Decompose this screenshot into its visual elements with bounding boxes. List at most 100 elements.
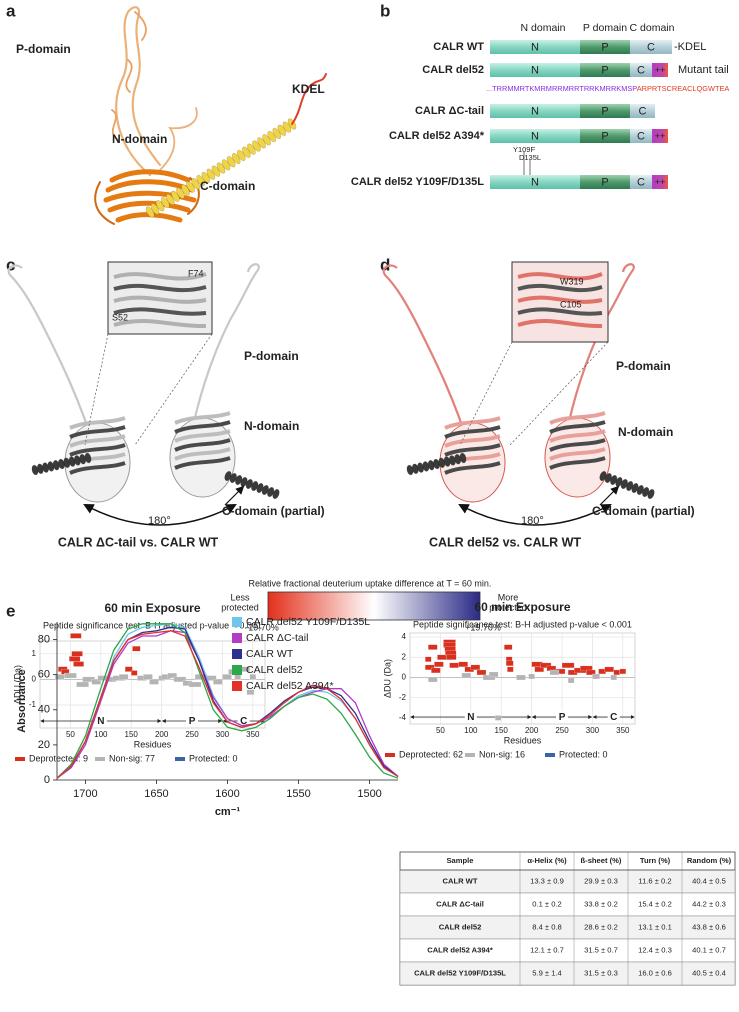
construct-end: -KDEL [674, 41, 706, 53]
beta-strand [174, 411, 231, 425]
inset-strand [113, 295, 207, 304]
inset-strand [517, 295, 603, 304]
helix-turn [459, 452, 467, 464]
beta-strand [549, 411, 606, 425]
legend-label: Deprotected: 9 [29, 753, 88, 763]
beta-strand [549, 438, 606, 452]
loop [382, 264, 472, 451]
peptide-bar [222, 674, 232, 680]
y-tick-label: 0 [402, 673, 407, 682]
rotation-label: 180° [148, 515, 171, 527]
beta-strand [444, 425, 501, 439]
panel-letter: d [380, 255, 390, 274]
peptide-bar [124, 666, 133, 672]
beta-strand [444, 443, 501, 457]
peptide-bar [504, 644, 513, 650]
residue-label: C105 [560, 299, 582, 309]
domain-label: P-domain [16, 42, 71, 56]
table-cell: CALR del52 A394* [427, 946, 493, 955]
peptide-bar [507, 666, 514, 673]
construct-segment [580, 40, 630, 54]
peptide-bar [70, 633, 82, 639]
segment-label: ++ [655, 177, 666, 187]
pointer-arrow [599, 485, 620, 506]
table-cell: 28.6 ± 0.2 [584, 923, 618, 932]
peptide-bar [234, 674, 241, 680]
peptide-bar [71, 651, 83, 657]
tail-sequence-part: ...TRRMMRTKMRMRRMRRTRRKMRRKMSP [486, 84, 637, 93]
y-tick-label: 0 [44, 774, 50, 786]
segment-label: ++ [655, 65, 666, 75]
construct-segment [490, 40, 580, 54]
table-header: ß-sheet (%) [581, 856, 622, 865]
table-cell: 13.1 ± 0.1 [638, 923, 672, 932]
zoom-line [134, 333, 213, 446]
x-tick-label: 50 [66, 730, 75, 739]
peptide-bar [246, 689, 255, 695]
x-axis-label: Residues [134, 739, 172, 749]
peptide-bar [55, 674, 65, 680]
beta-strand [549, 447, 606, 461]
peptide-bar [619, 668, 627, 675]
domain-label: C [610, 712, 617, 723]
construct-segment [490, 175, 580, 189]
segment-label: P [601, 105, 608, 117]
x-tick-label: 350 [246, 730, 260, 739]
segment-label: C [647, 41, 655, 53]
helix-turn [84, 452, 92, 464]
chart-title: 60 min Exposure [474, 600, 570, 614]
beta-strand [69, 434, 126, 448]
construct-segment [630, 40, 672, 54]
domain-label: KDEL [292, 82, 325, 96]
peptide-bar [428, 644, 438, 650]
peptide-bar [132, 645, 141, 652]
construct-segment [580, 129, 630, 143]
residue-label: W319 [560, 276, 584, 286]
peptide-bar [167, 672, 178, 679]
peptide-bar [446, 654, 457, 660]
domain-label: P-domain [616, 359, 671, 373]
peptide-bar [68, 656, 81, 662]
colorbar [267, 591, 481, 621]
construct-segment [630, 175, 652, 189]
peptide-bar [188, 681, 202, 688]
domain-label-bg [464, 711, 477, 723]
structure-c [7, 261, 280, 526]
legend-label: CALR del52 Y109F/D135L [246, 616, 370, 628]
segment-label: C [637, 64, 645, 76]
x-tick-label: 150 [495, 726, 509, 735]
construct-segment [630, 104, 655, 118]
colorbar-label: protected [221, 602, 259, 612]
mutation-label: D135L [519, 153, 541, 162]
peptide-bar [173, 676, 187, 683]
construct-segment [490, 63, 580, 77]
construct-segment [630, 63, 652, 77]
beta-strand [174, 438, 231, 452]
legend-swatch [232, 681, 242, 691]
pointer-arrow [224, 485, 245, 506]
panel-letter: a [6, 1, 16, 20]
beta-strand [549, 429, 606, 443]
loop [7, 264, 97, 451]
structure-a [94, 6, 327, 225]
x-tick-label: 50 [436, 726, 445, 735]
peptide-bar [203, 675, 217, 681]
peptide-bar [434, 661, 444, 668]
construct-name: CALR WT [433, 41, 484, 53]
y-tick-label: 80 [38, 633, 50, 645]
x-axis-label: Residues [504, 735, 542, 745]
x-tick-label: 250 [555, 726, 569, 735]
peptide-bar [534, 666, 544, 673]
row-band [399, 961, 736, 986]
peptide-bar [516, 674, 526, 681]
y-tick-label: 60 [38, 669, 50, 681]
domain-label: N-domain [618, 425, 673, 439]
segment-label: P [601, 130, 608, 142]
construct-diagrams: N domain P domain C domain CALR WT N P C -KDEL C… [351, 22, 729, 189]
table-cell: CALR del52 [439, 923, 482, 932]
table-cell: 44.2 ± 0.3 [692, 900, 726, 909]
y-axis-label: ΔDU (Da) [12, 665, 22, 704]
peptide-bar [458, 661, 468, 668]
table-cell: 15.4 ± 0.2 [638, 900, 672, 909]
